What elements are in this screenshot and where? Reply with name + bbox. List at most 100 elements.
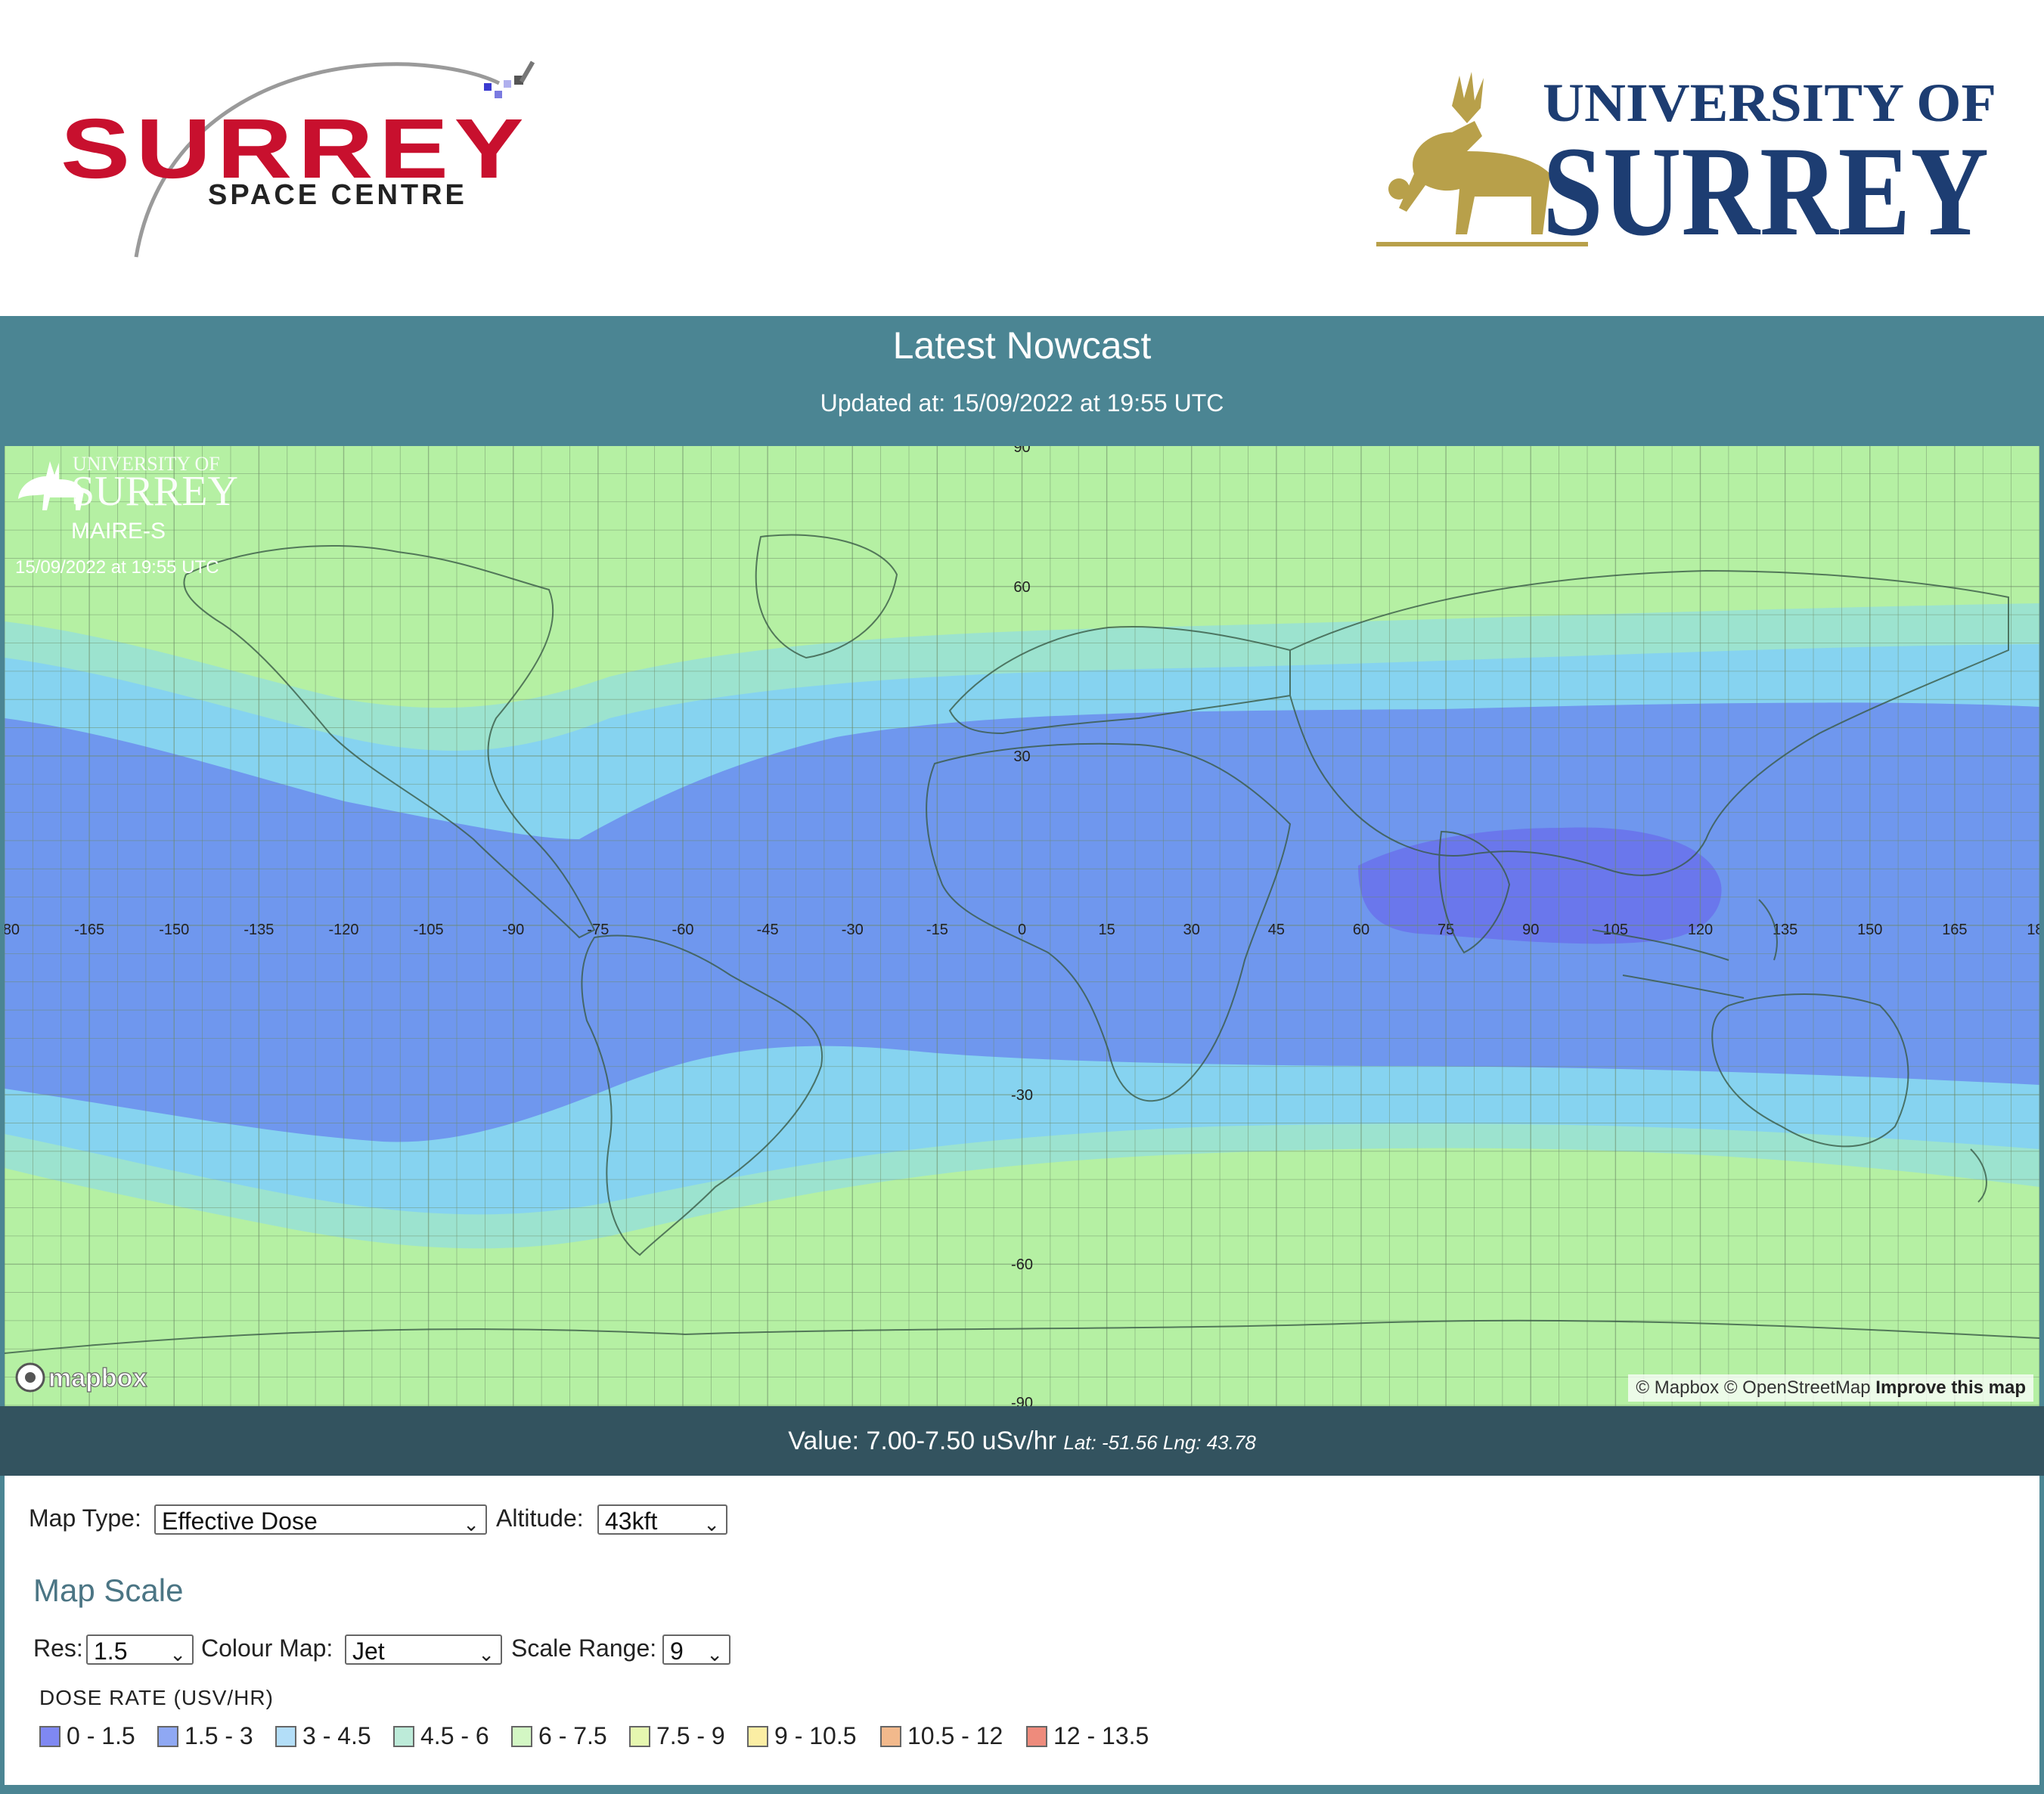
legend-swatch (511, 1726, 532, 1747)
legend-swatch (880, 1726, 901, 1747)
longitude-label: 135 (1773, 922, 1797, 938)
latitude-label: -30 (1011, 1087, 1033, 1104)
longitude-label: 60 (1353, 922, 1369, 938)
mapbox-logo[interactable]: mapbox (15, 1362, 147, 1393)
legend-label: 12 - 13.5 (1053, 1722, 1149, 1749)
legend-item: 9 - 10.5 (747, 1721, 857, 1751)
map-type-value: Effective Dose (162, 1507, 318, 1535)
watermark-line1: UNIVERSITY OF (73, 453, 220, 475)
legend-item: 0 - 1.5 (39, 1721, 135, 1751)
altitude-select[interactable]: 43kft ⌄ (597, 1504, 727, 1535)
latitude-label: 90 (1013, 446, 1030, 456)
australia-coast (1711, 993, 1909, 1148)
longitude-label: -90 (502, 922, 524, 938)
university-of-surrey-logo: UNIVERSITY OF SURREY (1376, 72, 1996, 257)
dose-rate-map[interactable]: -180-165-150-135-120-105-90-75-60-45-30-… (5, 446, 2039, 1406)
north-america-coast (183, 544, 596, 939)
legend-title: DOSE RATE (USV/HR) (39, 1686, 274, 1709)
longitude-label: 90 (1522, 922, 1539, 938)
legend-item: 12 - 13.5 (1026, 1721, 1149, 1751)
longitude-label: -150 (159, 922, 189, 938)
india-coast (1438, 830, 1511, 954)
res-label: Res: (33, 1634, 83, 1662)
mapbox-logo-text: mapbox (48, 1364, 147, 1393)
greenland-coast (755, 534, 898, 659)
latitude-label: -90 (1011, 1395, 1033, 1406)
longitude-label: 105 (1603, 922, 1628, 938)
legend-item: 3 - 4.5 (275, 1721, 371, 1751)
uos-logo-line2: SURREY (1543, 120, 1989, 257)
colour-map-label: Colour Map: (201, 1634, 333, 1662)
longitude-label: -105 (414, 922, 444, 938)
latitude-label: 30 (1013, 748, 1030, 765)
longitude-label: -180 (5, 922, 20, 938)
attribution-text: © Mapbox © OpenStreetMap (1636, 1377, 1871, 1398)
map-type-label: Map Type: (29, 1504, 141, 1532)
updated-timestamp: Updated at: 15/09/2022 at 19:55 UTC (820, 389, 1224, 417)
map-scale-heading: Map Scale (33, 1572, 184, 1608)
legend-item: 1.5 - 3 (157, 1721, 253, 1751)
longitude-label: -60 (672, 922, 694, 938)
legend-label: 10.5 - 12 (907, 1722, 1003, 1749)
legend-swatch (393, 1726, 414, 1747)
scale-range-value: 9 (670, 1638, 684, 1665)
legend-label: 9 - 10.5 (774, 1722, 857, 1749)
legend-swatch (629, 1726, 650, 1747)
longitude-label: -135 (243, 922, 274, 938)
legend-label: 7.5 - 9 (656, 1722, 725, 1749)
watermark-model: MAIRE-S (71, 519, 166, 544)
band-0-1.5 (1358, 827, 1722, 944)
longitude-label: -120 (328, 922, 358, 938)
legend-swatch (747, 1726, 768, 1747)
legend-label: 0 - 1.5 (67, 1722, 135, 1749)
legend-item: 10.5 - 12 (880, 1721, 1003, 1751)
legend-swatch (157, 1726, 178, 1747)
nowcast-banner (0, 316, 2044, 446)
latitude-label: -60 (1011, 1256, 1033, 1273)
europe-coast (948, 626, 1291, 735)
longitude-label: 30 (1183, 922, 1200, 938)
header-logos: SURREY SPACE CENTRE UNIVERSITY OF SURREY (0, 0, 2044, 316)
chevron-down-icon: ⌄ (463, 1513, 479, 1535)
longitude-label: -165 (74, 922, 104, 938)
watermark-time: 15/09/2022 at 19:55 UTC (15, 557, 219, 578)
asia-coast (1289, 569, 2009, 876)
legend-item: 4.5 - 6 (393, 1721, 489, 1751)
map-attribution: © Mapbox © OpenStreetMap Improve this ma… (1628, 1374, 2033, 1402)
chevron-down-icon: ⌄ (169, 1643, 186, 1665)
value-readout: Value: 7.00-7.50 uSv/hr Lat: -51.56 Lng:… (0, 1406, 2044, 1476)
improve-map-link[interactable]: Improve this map (1875, 1377, 2026, 1398)
chevron-down-icon: ⌄ (703, 1513, 720, 1535)
legend-label: 4.5 - 6 (420, 1722, 489, 1749)
colour-map-select[interactable]: Jet ⌄ (345, 1634, 502, 1665)
ssc-logo-sub: SPACE CENTRE (208, 179, 467, 211)
legend-label: 6 - 7.5 (538, 1722, 607, 1749)
chevron-down-icon: ⌄ (706, 1643, 723, 1665)
map-watermark: UNIVERSITY OF SURREY MAIRE-S 15/09/2022 … (15, 453, 238, 578)
res-select[interactable]: 1.5 ⌄ (86, 1634, 194, 1665)
longitude-label: 45 (1268, 922, 1285, 938)
coastlines (5, 534, 2039, 1354)
map-type-select[interactable]: Effective Dose ⌄ (154, 1504, 487, 1535)
longitude-label: -45 (757, 922, 779, 938)
surrey-space-centre-logo: SURREY SPACE CENTRE (60, 60, 535, 258)
stag-icon (18, 461, 84, 510)
southeast-asia-islands (1592, 899, 1778, 999)
longitude-label: 180 (2027, 922, 2039, 938)
uos-logo-line1: UNIVERSITY OF (1543, 73, 1996, 133)
map-grid (5, 446, 2039, 1406)
legend-swatch (275, 1726, 296, 1747)
legend-item: 7.5 - 9 (629, 1721, 725, 1751)
longitude-label: 165 (1942, 922, 1967, 938)
new-zealand-coast (1970, 1148, 1987, 1203)
latitude-label: 60 (1013, 579, 1030, 596)
colour-map-value: Jet (352, 1638, 385, 1665)
latitude-labels: 90 60 30 -30 -60 -90 (1011, 446, 1033, 1406)
scale-range-select[interactable]: 9 ⌄ (662, 1634, 730, 1665)
longitude-label: 120 (1688, 922, 1713, 938)
satellite-icon (484, 60, 535, 98)
coords-text: Lat: -51.56 Lng: 43.78 (1063, 1431, 1256, 1454)
nowcast-title: Latest Nowcast (892, 324, 1152, 367)
value-text: Value: 7.00-7.50 uSv/hr (788, 1427, 1056, 1455)
res-value: 1.5 (94, 1638, 128, 1665)
